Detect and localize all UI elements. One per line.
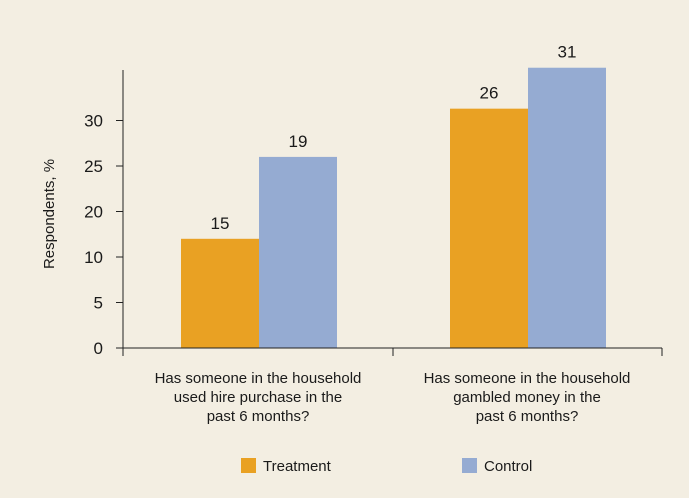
data-label: 26 (480, 84, 499, 103)
bar-treatment-2 (450, 108, 528, 348)
legend-label-treatment: Treatment (263, 458, 332, 475)
bar-treatment-1 (181, 238, 259, 348)
data-label: 31 (558, 43, 577, 62)
legend-label-control: Control (484, 458, 532, 475)
bar-control-1 (259, 156, 337, 348)
y-tick-label: 10 (84, 248, 103, 267)
legend-swatch-control (462, 458, 477, 473)
y-axis-title: Respondents, % (41, 159, 58, 269)
category-label: Has someone in the household gambled mone… (424, 370, 631, 425)
y-tick-label: 20 (84, 203, 103, 222)
y-tick-label: 30 (84, 112, 103, 131)
data-label: 19 (289, 132, 308, 151)
y-tick-label: 25 (84, 157, 103, 176)
data-label: 15 (211, 214, 230, 233)
category-label: Has someone in the household used hire pu… (155, 370, 362, 425)
bar-control-2 (528, 67, 606, 348)
legend-swatch-treatment (241, 458, 256, 473)
y-tick-label: 5 (94, 294, 103, 313)
y-tick-label: 0 (94, 339, 103, 358)
